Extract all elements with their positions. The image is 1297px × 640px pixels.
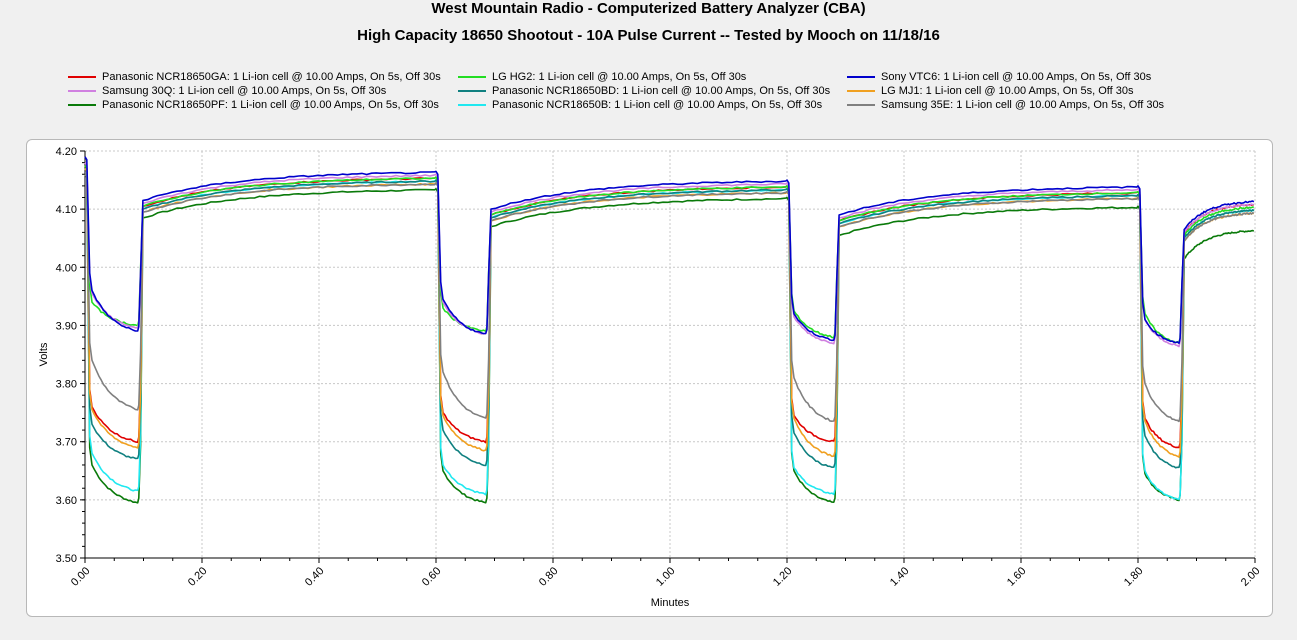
legend-label: Panasonic NCR18650B: 1 Li-ion cell @ 10.… — [492, 99, 823, 111]
legend-entry: LG HG2: 1 Li-ion cell @ 10.00 Amps, On 5… — [458, 70, 746, 84]
y-tick-label: 3.90 — [56, 320, 77, 332]
legend-swatch — [68, 104, 96, 106]
legend-entry: Samsung 30Q: 1 Li-ion cell @ 10.00 Amps,… — [68, 84, 386, 98]
x-tick-label: 1.40 — [888, 565, 912, 589]
series-line — [84, 173, 1255, 423]
series-line — [84, 156, 1255, 345]
y-tick-label: 4.10 — [56, 204, 77, 216]
x-tick-label: 1.80 — [1122, 565, 1146, 589]
y-tick-label: 4.20 — [56, 146, 77, 158]
y-axis-title: Volts — [38, 342, 50, 366]
chart-title: West Mountain Radio - Computerized Batte… — [431, 0, 866, 17]
legend-label: LG MJ1: 1 Li-ion cell @ 10.00 Amps, On 5… — [881, 85, 1134, 97]
legend-swatch — [458, 104, 486, 106]
legend-swatch — [847, 90, 875, 92]
legend-label: Sony VTC6: 1 Li-ion cell @ 10.00 Amps, O… — [881, 71, 1152, 83]
x-axis-title: Minutes — [651, 597, 690, 609]
legend-label: Panasonic NCR18650BD: 1 Li-ion cell @ 10… — [492, 85, 831, 97]
x-tick-label: 1.20 — [771, 565, 795, 589]
x-tick-label: 0.40 — [303, 565, 327, 589]
x-tick-label: 1.00 — [654, 565, 678, 589]
legend-swatch — [68, 76, 96, 78]
series-line — [84, 162, 1254, 348]
series-line — [84, 165, 1255, 344]
x-tick-label: 0.60 — [420, 565, 444, 589]
legend-label: Panasonic NCR18650GA: 1 Li-ion cell @ 10… — [102, 71, 441, 83]
legend-entry: Panasonic NCR18650PF: 1 Li-ion cell @ 10… — [68, 98, 439, 112]
legend-label: Samsung 35E: 1 Li-ion cell @ 10.00 Amps,… — [881, 99, 1165, 111]
legend-label: Samsung 30Q: 1 Li-ion cell @ 10.00 Amps,… — [102, 85, 387, 97]
legend-swatch — [847, 76, 875, 78]
legend-swatch — [847, 104, 875, 106]
legend-entry: Samsung 35E: 1 Li-ion cell @ 10.00 Amps,… — [847, 98, 1164, 112]
x-tick-label: 1.60 — [1005, 565, 1029, 589]
y-tick-label: 3.70 — [56, 437, 77, 449]
x-tick-label: 0.20 — [186, 565, 210, 589]
legend-entry: Sony VTC6: 1 Li-ion cell @ 10.00 Amps, O… — [847, 70, 1151, 84]
plot-area — [85, 151, 1255, 558]
y-tick-label: 3.60 — [56, 495, 77, 507]
legend-swatch — [458, 90, 486, 92]
y-tick-label: 3.80 — [56, 379, 77, 391]
chart-subtitle: High Capacity 18650 Shootout - 10A Pulse… — [357, 27, 940, 44]
x-tick-label: 0.00 — [69, 565, 93, 589]
legend-entry: Panasonic NCR18650BD: 1 Li-ion cell @ 10… — [458, 84, 830, 98]
legend-label: LG HG2: 1 Li-ion cell @ 10.00 Amps, On 5… — [492, 71, 747, 83]
legend-swatch — [458, 76, 486, 78]
legend-entry: Panasonic NCR18650B: 1 Li-ion cell @ 10.… — [458, 98, 822, 112]
y-tick-label: 3.50 — [56, 553, 77, 565]
legend-entry: Panasonic NCR18650GA: 1 Li-ion cell @ 10… — [68, 70, 441, 84]
y-tick-label: 4.00 — [56, 262, 77, 274]
legend-swatch — [68, 90, 96, 92]
legend-entry: LG MJ1: 1 Li-ion cell @ 10.00 Amps, On 5… — [847, 84, 1133, 98]
x-tick-label: 0.80 — [537, 565, 561, 589]
series-line — [84, 173, 1255, 504]
legend-label: Panasonic NCR18650PF: 1 Li-ion cell @ 10… — [102, 99, 439, 111]
series-line — [84, 167, 1255, 469]
x-tick-label: 2.00 — [1239, 565, 1263, 589]
